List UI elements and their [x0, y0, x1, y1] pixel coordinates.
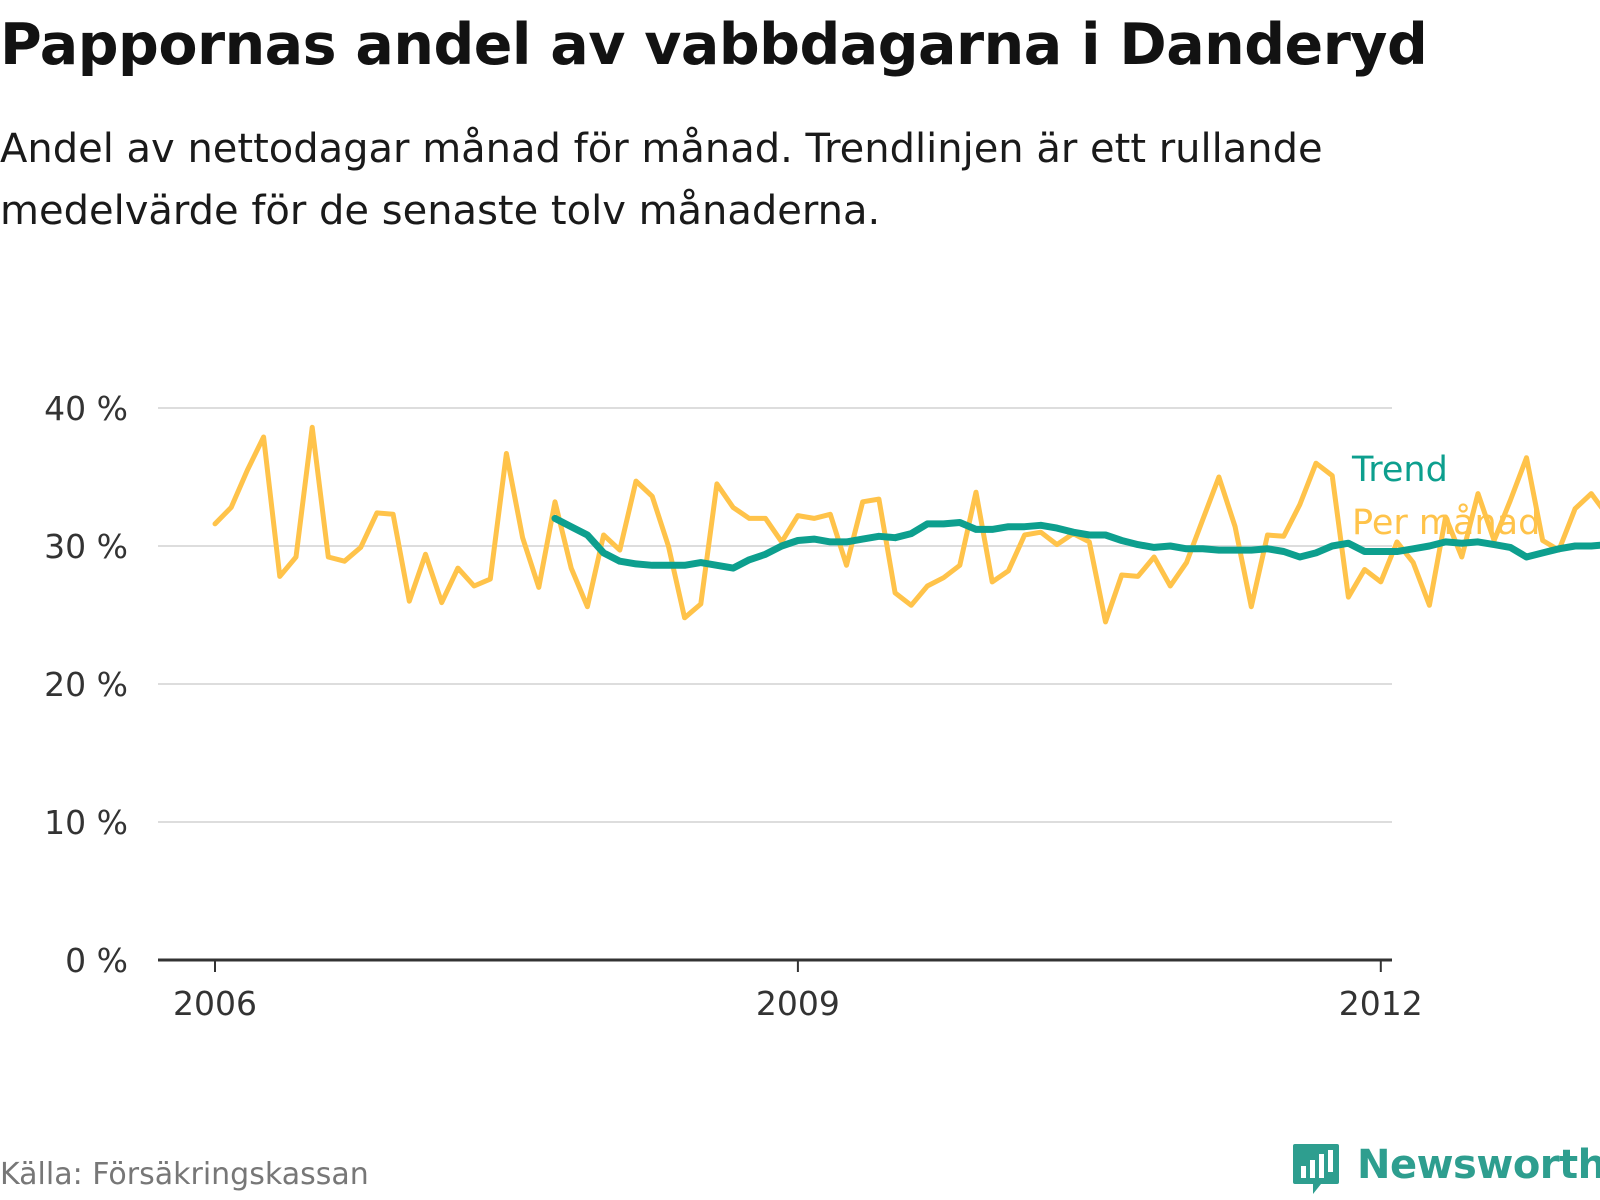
x-tick-label: 2009 [756, 984, 840, 1023]
legend-trend: Trend [1351, 450, 1448, 490]
y-tick-label: 10 % [44, 803, 128, 842]
y-tick-label: 0 % [65, 941, 128, 980]
x-tick-label: 2012 [1339, 984, 1423, 1023]
grid-lines [158, 407, 1392, 823]
chart-title: Pappornas andel av vabbdagarna i Dandery… [0, 12, 1428, 78]
bar-chart-icon [1293, 1144, 1339, 1194]
source-note: Källa: Försäkringskassan [0, 1157, 369, 1192]
y-axis-labels: 0 % 10 % 20 % 30 % 40 % [44, 389, 128, 980]
trend-line [551, 514, 1600, 572]
legend-monthly: Per månad [1352, 502, 1540, 543]
x-tick-label: 2006 [173, 984, 257, 1023]
x-axis-ticks: 2006200920122015201820212023 [173, 960, 1423, 1023]
monthly-series [212, 424, 1600, 625]
y-tick-label: 30 % [44, 527, 128, 566]
y-tick-label: 20 % [44, 665, 128, 704]
brand-name: Newsworthy [1357, 1142, 1600, 1188]
y-tick-label: 40 % [44, 389, 128, 428]
monthly-line [212, 424, 1600, 625]
chart-subtitle: Andel av nettodagar månad för månad. Tre… [0, 126, 1323, 234]
line-chart: 0 %10 %20 %30 %40 % 20062009201220152018… [44, 389, 1600, 1023]
trend-series [551, 514, 1600, 572]
